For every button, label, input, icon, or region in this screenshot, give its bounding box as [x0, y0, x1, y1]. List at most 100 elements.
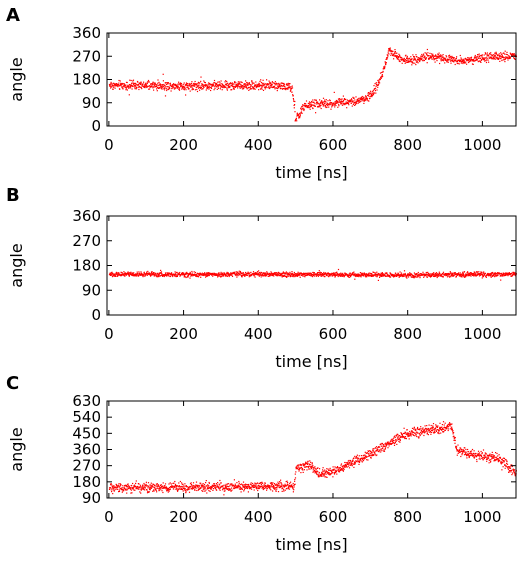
data-point: [139, 486, 141, 488]
data-point: [281, 82, 283, 84]
data-point: [309, 272, 312, 274]
data-point: [153, 86, 155, 88]
data-point: [305, 462, 307, 464]
data-point: [175, 87, 177, 89]
data-point: [144, 84, 146, 86]
data-point: [481, 59, 483, 61]
data-point: [231, 487, 233, 489]
data-point: [140, 86, 142, 89]
data-point: [160, 88, 163, 90]
data-point: [409, 432, 411, 434]
data-point: [123, 83, 125, 85]
data-point: [321, 474, 323, 476]
data-point: [398, 60, 400, 62]
data-point: [240, 272, 242, 275]
data-point: [126, 81, 128, 84]
data-point: [223, 490, 225, 492]
data-point: [127, 84, 129, 86]
data-point: [190, 273, 192, 275]
data-point: [501, 54, 503, 56]
data-point: [373, 271, 375, 273]
data-point: [397, 273, 400, 275]
data-point: [443, 59, 445, 61]
data-point: [445, 273, 447, 275]
data-point: [282, 485, 284, 487]
data-point: [344, 461, 346, 464]
data-point: [238, 482, 240, 484]
data-point: [195, 485, 197, 487]
data-point: [157, 485, 159, 487]
data-point: [139, 274, 142, 276]
y-axis-label: angle: [7, 57, 26, 101]
data-point: [203, 81, 206, 83]
data-point: [176, 86, 178, 88]
data-point: [149, 489, 151, 491]
data-point: [141, 88, 143, 90]
data-point: [338, 99, 340, 101]
data-point: [496, 57, 498, 60]
data-point: [322, 105, 324, 107]
data-point: [121, 487, 123, 489]
data-point: [356, 100, 358, 102]
data-point: [262, 89, 265, 91]
data-point: [435, 272, 438, 274]
data-point: [392, 442, 394, 444]
data-point: [357, 102, 359, 104]
data-point: [249, 86, 252, 88]
data-point: [200, 80, 202, 82]
data-point: [328, 472, 330, 474]
data-point: [139, 491, 141, 493]
data-point: [177, 274, 179, 276]
data-point: [136, 487, 138, 489]
data-point: [181, 483, 183, 485]
data-point: [258, 272, 260, 274]
data-point: [342, 470, 344, 472]
data-point: [330, 104, 332, 106]
plot-frame: [106, 215, 517, 316]
data-point: [329, 103, 331, 105]
data-point: [131, 486, 133, 489]
data-point: [449, 56, 451, 58]
data-point: [112, 84, 114, 87]
data-point: [174, 84, 176, 86]
data-point: [376, 450, 378, 452]
data-point: [396, 52, 398, 54]
data-point: [315, 112, 317, 114]
data-point: [496, 55, 499, 57]
data-point: [375, 82, 377, 84]
data-point: [320, 474, 322, 476]
data-point: [439, 428, 441, 430]
data-point: [195, 484, 197, 486]
data-point: [504, 58, 506, 60]
data-point: [299, 117, 301, 119]
data-point: [153, 89, 155, 91]
data-point: [189, 488, 191, 490]
data-point: [393, 436, 395, 438]
data-point: [177, 85, 179, 87]
data-point: [228, 83, 231, 85]
data-point: [340, 103, 342, 105]
data-point: [406, 433, 408, 435]
data-point: [137, 486, 139, 488]
data-point: [480, 59, 482, 61]
data-point: [286, 480, 288, 482]
data-point: [304, 105, 306, 107]
data-point: [128, 273, 130, 275]
data-point: [192, 84, 195, 86]
data-point: [153, 484, 156, 486]
data-point: [138, 86, 140, 88]
data-point: [258, 89, 260, 91]
data-point: [284, 485, 286, 487]
data-point: [252, 82, 254, 84]
data-point: [425, 431, 427, 433]
data-point: [389, 49, 391, 51]
data-point: [231, 273, 233, 275]
data-point: [321, 100, 323, 102]
data-point: [247, 271, 249, 273]
data-point: [413, 427, 415, 429]
data-point: [115, 487, 117, 489]
data-point: [348, 104, 350, 106]
data-point: [135, 275, 137, 277]
data-point: [453, 60, 455, 62]
data-point: [434, 58, 436, 60]
